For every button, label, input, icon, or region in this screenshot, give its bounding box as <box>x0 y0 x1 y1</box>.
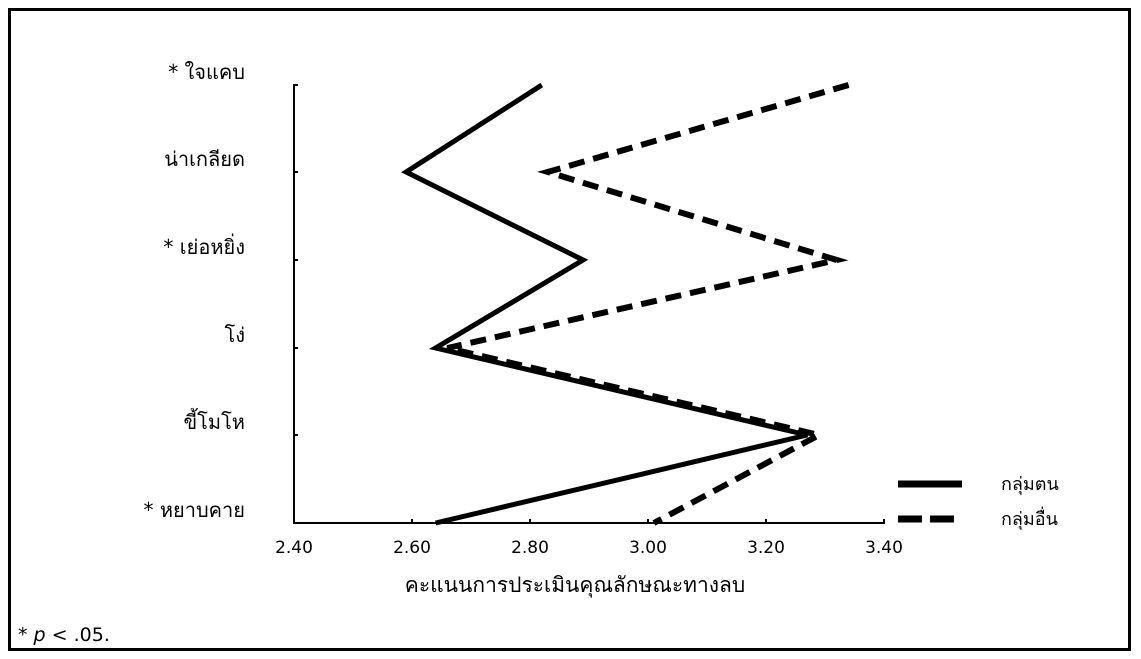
legend-label: กลุ่มตน <box>1001 474 1059 495</box>
category-label: * ใจแคบ <box>168 60 245 84</box>
footnote-suffix: < .05. <box>45 624 110 646</box>
footnote-prefix: * <box>18 624 34 646</box>
series-lines <box>401 82 850 526</box>
x-tick-label: 3.20 <box>747 538 785 558</box>
chart-frame <box>8 8 1131 651</box>
category-label: * หยาบคาย <box>143 498 245 522</box>
x-tick-label: 3.40 <box>865 538 903 558</box>
legend-label: กลุ่มอื่น <box>1001 506 1058 530</box>
x-axis-title: คะแนนการประเมินคุณลักษณะทางลบ <box>405 573 745 598</box>
category-label: น่าเกลียด <box>164 147 245 171</box>
series-line-outgroup <box>446 82 850 526</box>
x-tick-label: 2.60 <box>393 538 431 558</box>
x-tick-labels: 2.40 2.60 2.80 3.00 3.20 3.40 <box>275 538 903 558</box>
x-tick-label: 3.00 <box>629 538 667 558</box>
category-label: โง่ <box>224 323 245 347</box>
category-label: * เย่อหยิ่ง <box>163 233 245 259</box>
footnote-p: p <box>33 624 46 646</box>
x-tick-label: 2.40 <box>275 538 313 558</box>
x-tick-label: 2.80 <box>511 538 549 558</box>
series-line-ingroup <box>401 82 808 526</box>
footnote: * p < .05. <box>18 624 110 646</box>
category-label: ขี้โมโห <box>183 408 245 434</box>
axes <box>293 84 885 524</box>
